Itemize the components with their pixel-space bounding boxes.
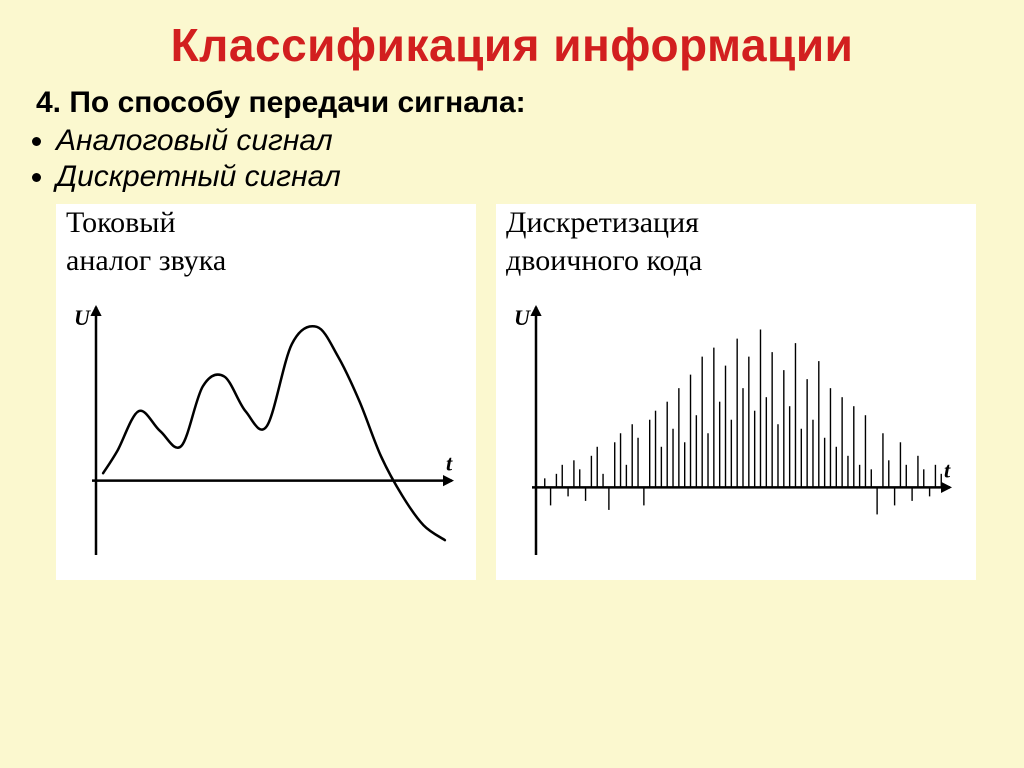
- list-item: Дискретный сигнал: [56, 160, 988, 194]
- svg-text:U: U: [74, 305, 91, 330]
- discrete-chart-panel: Дискретизация двоичного кода Ut: [496, 204, 976, 580]
- slide-title: Классификация информации: [36, 18, 988, 72]
- subheading: 4. По способу передачи сигнала:: [36, 86, 988, 120]
- analog-chart-title: Токовый аналог звука: [56, 204, 476, 279]
- discrete-chart-title: Дискретизация двоичного кода: [496, 204, 976, 279]
- discrete-chart-svg: Ut: [496, 285, 976, 575]
- charts-row: Токовый аналог звука Ut Дискретизация дв…: [36, 204, 988, 580]
- list-item: Аналоговый сигнал: [56, 124, 988, 158]
- slide-root: Классификация информации 4. По способу п…: [0, 0, 1024, 768]
- svg-text:U: U: [514, 305, 531, 330]
- bullet-list: Аналоговый сигнал Дискретный сигнал: [36, 124, 988, 194]
- svg-text:t: t: [944, 457, 951, 482]
- analog-chart-svg: Ut: [56, 285, 476, 575]
- svg-text:t: t: [446, 451, 453, 476]
- analog-chart-panel: Токовый аналог звука Ut: [56, 204, 476, 580]
